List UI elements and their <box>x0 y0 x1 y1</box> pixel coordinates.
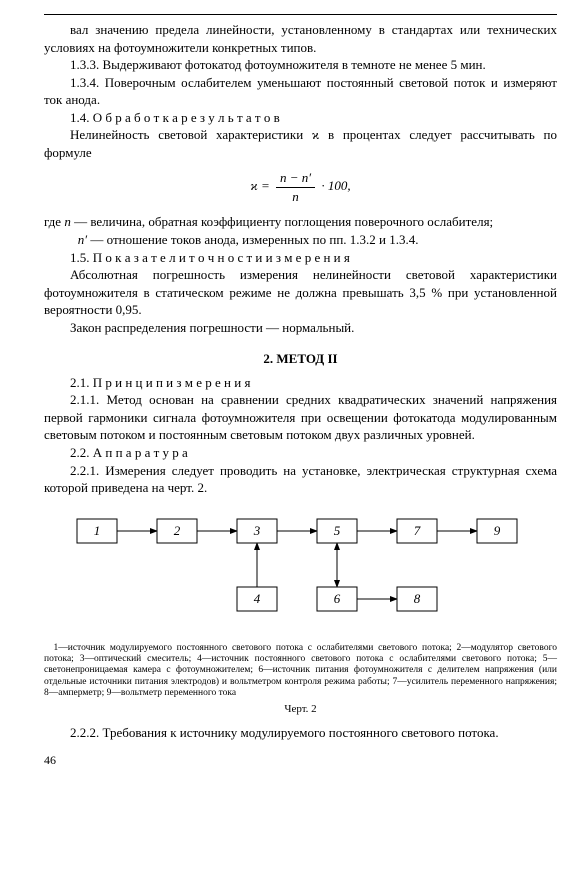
diagram-caption-label: Черт. 2 <box>44 702 557 717</box>
diagram-box-label-9: 9 <box>493 523 500 538</box>
diagram-svg: 1 2 3 4 5 6 7 8 9 <box>51 507 551 637</box>
header-rule <box>44 14 557 15</box>
para-2-1: 2.1. П р и н ц и п и з м е р е н и я <box>44 374 557 392</box>
formula-frac: n − n′ n <box>276 169 315 205</box>
diagram-box-label-8: 8 <box>413 591 420 606</box>
formula-right: · 100, <box>321 178 350 193</box>
diagram-chart-2: 1 2 3 4 5 6 7 8 9 <box>44 507 557 637</box>
diagram-box-label-6: 6 <box>333 591 340 606</box>
para-2-2-1: 2.2.1. Измерения следует проводить на ус… <box>44 462 557 497</box>
para-1-5: 1.5. П о к а з а т е л и т о ч н о с т и… <box>44 249 557 267</box>
formula-left: ϰ = <box>250 178 269 193</box>
para-1-3-4: 1.3.4. Поверочным ослабителем уменьшают … <box>44 74 557 109</box>
formula: ϰ = n − n′ n · 100, <box>44 169 557 205</box>
heading-method-2: 2. МЕТОД II <box>44 350 557 368</box>
diagram-box-label-3: 3 <box>252 523 260 538</box>
where-line-1: где n — величина, обратная коэффициенту … <box>44 213 557 231</box>
where-line-2: n′ — отношение токов анода, измеренных п… <box>44 231 557 249</box>
diagram-box-label-4: 4 <box>253 591 260 606</box>
para-1-4: 1.4. О б р а б о т к а р е з у л ь т а т… <box>44 109 557 127</box>
formula-den: n <box>276 188 315 206</box>
formula-num: n − n′ <box>276 169 315 188</box>
para-1-4-text: Нелинейность световой характеристики ϰ в… <box>44 126 557 161</box>
diagram-caption: 1—источник модулируемого постоянного све… <box>44 643 557 700</box>
para-2-2-2: 2.2.2. Требования к источнику модулируем… <box>44 724 557 742</box>
para-1-5-text: Абсолютная погрешность измерения нелиней… <box>44 266 557 319</box>
para-1-3-3: 1.3.3. Выдерживают фотокатод фотоумножит… <box>44 56 557 74</box>
para-1-5-law: Закон распределения погрешности — нормал… <box>44 319 557 337</box>
diagram-box-label-1: 1 <box>93 523 100 538</box>
diagram-box-label-2: 2 <box>173 523 180 538</box>
diagram-box-label-5: 5 <box>333 523 340 538</box>
para-2-1-1: 2.1.1. Метод основан на сравнении средни… <box>44 391 557 444</box>
page-number: 46 <box>44 752 557 768</box>
para-1-3-2-cont: вал значению предела линейности, установ… <box>44 21 557 56</box>
para-2-2: 2.2. А п п а р а т у р а <box>44 444 557 462</box>
diagram-box-label-7: 7 <box>413 523 420 538</box>
